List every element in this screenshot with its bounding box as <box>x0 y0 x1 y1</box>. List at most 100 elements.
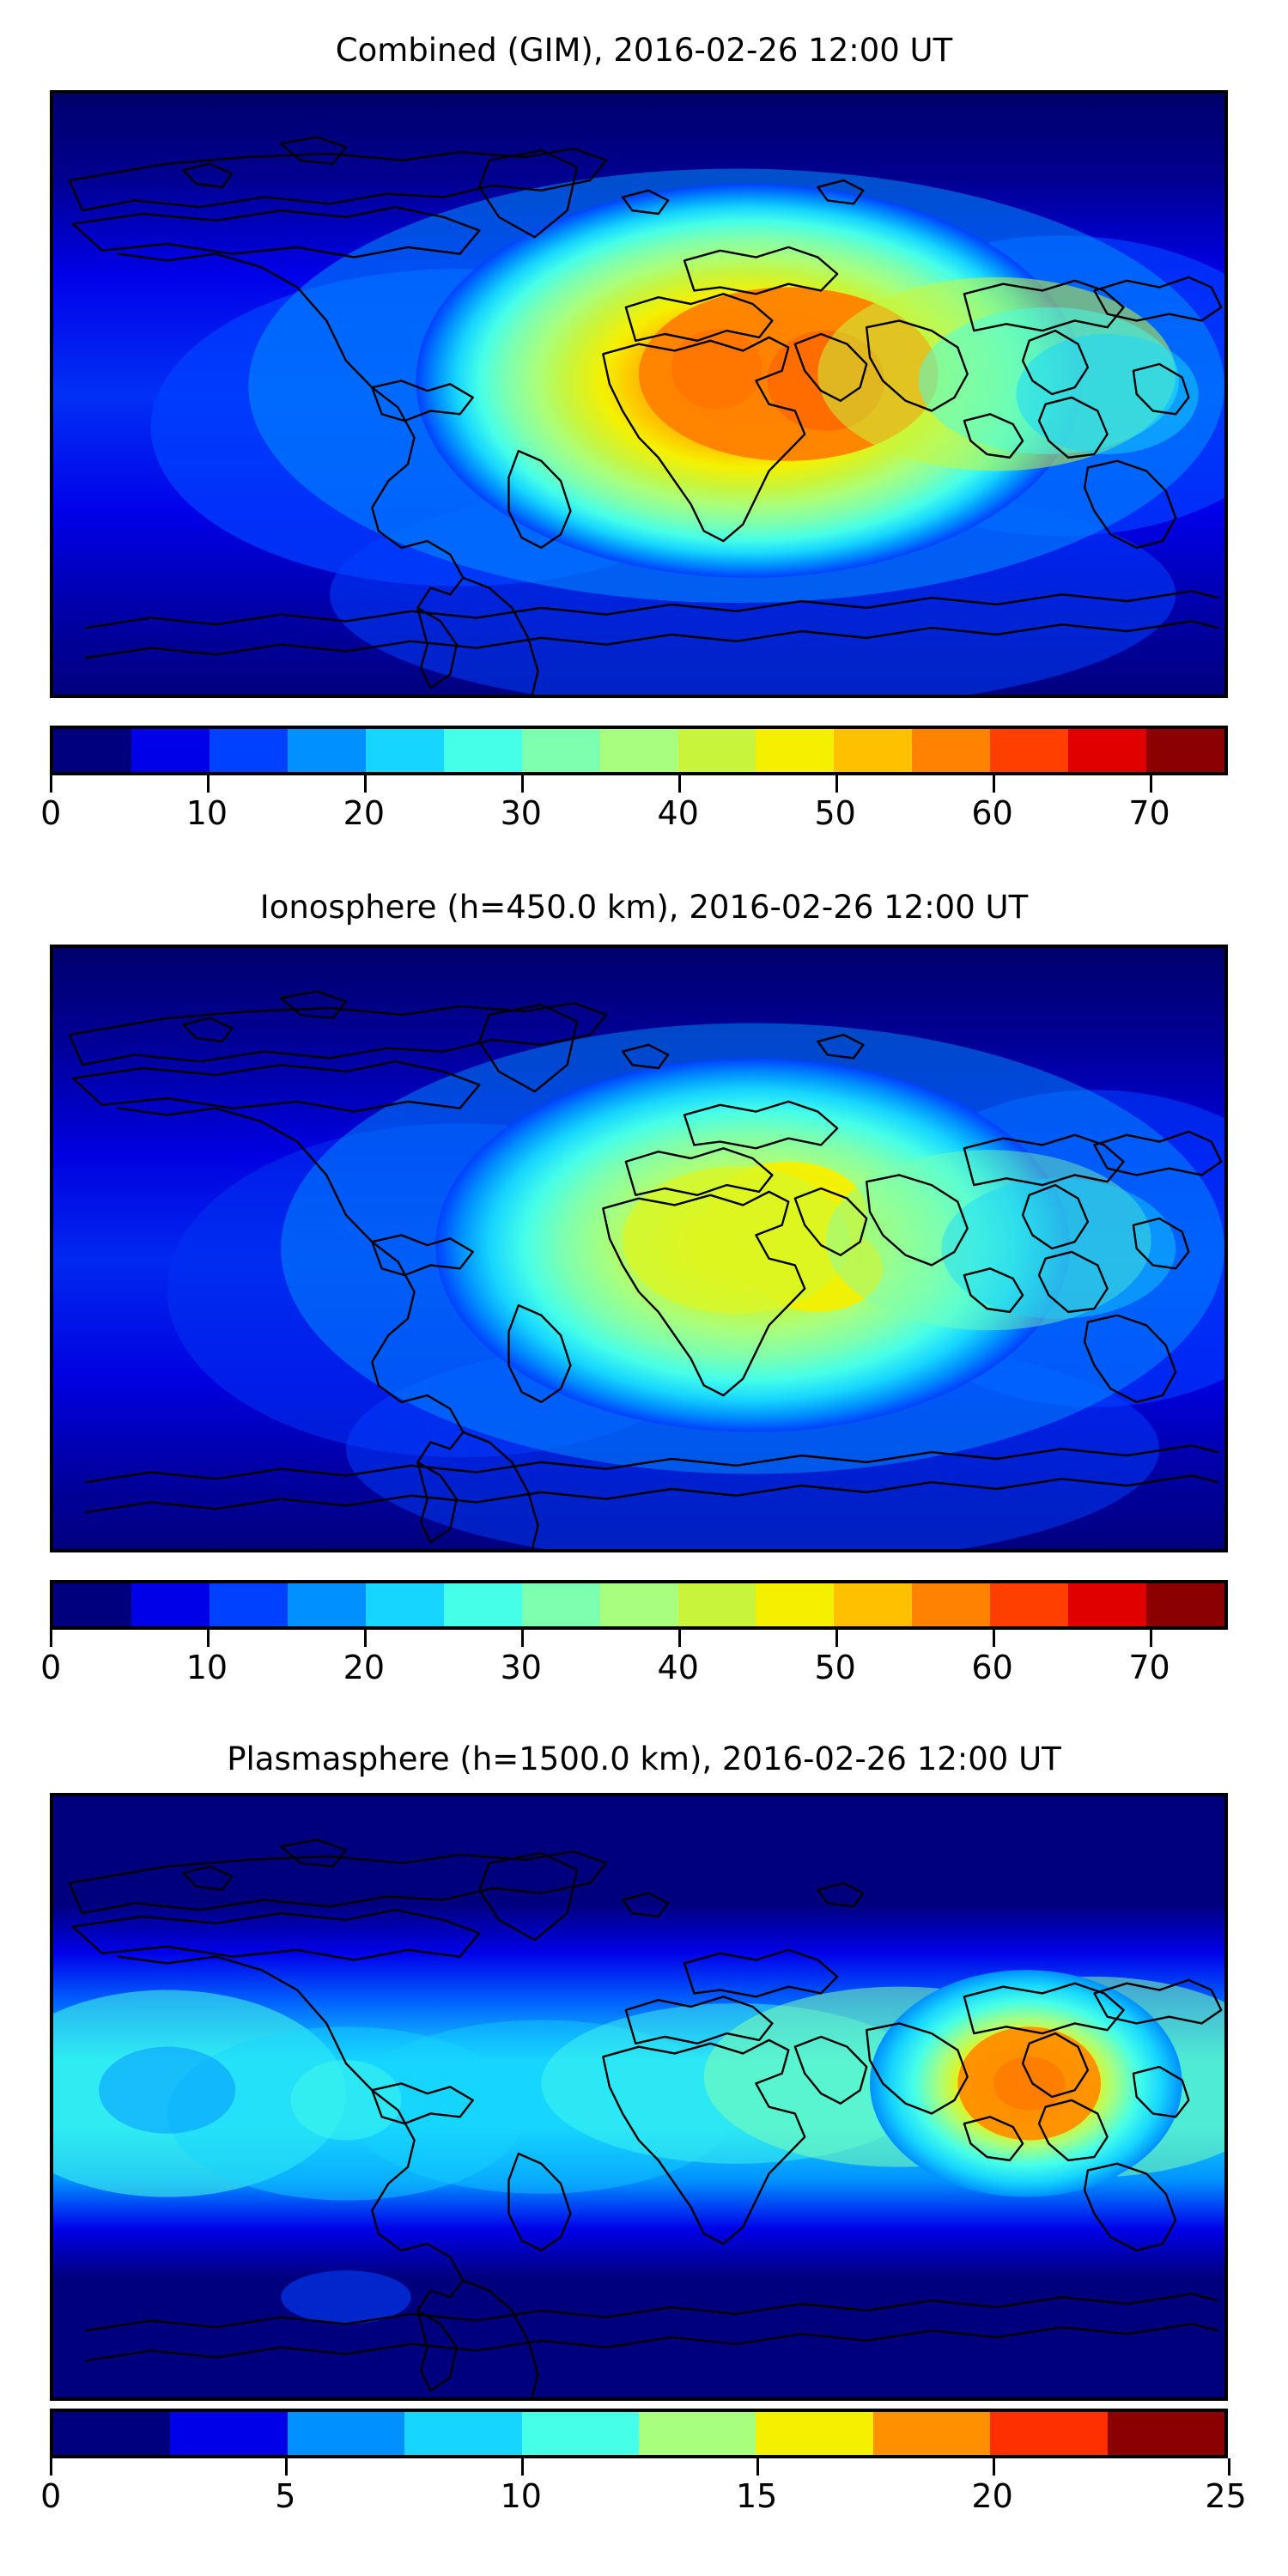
tick-label: 0 <box>40 794 62 832</box>
map-combined-gim <box>50 90 1228 698</box>
colorbar-band-2 <box>209 1583 288 1626</box>
map-ionosphere <box>50 945 1228 1552</box>
tick-mark <box>835 1630 838 1647</box>
map-frame <box>50 1793 1228 2401</box>
colorbar-band-12 <box>990 729 1069 772</box>
colorbar-band-14 <box>1146 1583 1225 1626</box>
colorbar-gradient <box>50 2409 1228 2458</box>
colorbar-band-10 <box>834 729 913 772</box>
tick-label: 0 <box>40 1649 62 1686</box>
tick-mark <box>756 2458 760 2476</box>
colorbar-band-7 <box>599 729 678 772</box>
colorbar-band-0 <box>53 729 131 772</box>
colorbar-band-7 <box>872 2412 991 2455</box>
colorbar-band-8 <box>677 729 756 772</box>
colorbar-band-3 <box>287 1583 366 1626</box>
colorbar-band-9 <box>1107 2412 1225 2455</box>
colorbar-band-2 <box>209 729 288 772</box>
tick-label: 30 <box>500 1649 542 1686</box>
coastlines <box>68 1838 1223 2397</box>
colorbar-band-5 <box>639 2412 756 2455</box>
tick-mark <box>1228 2458 1230 2476</box>
tick-label: 70 <box>1128 794 1170 832</box>
tick-mark <box>50 775 52 793</box>
panel-title-plasmasphere: Plasmasphere (h=1500.0 km), 2016-02-26 1… <box>227 1741 1061 1777</box>
colorbar-plasmasphere <box>50 2409 1228 2458</box>
tick-mark <box>520 1630 524 1647</box>
colorbar-band-6 <box>521 729 600 772</box>
coastlines <box>68 136 1223 695</box>
colorbar-ticks-ionosphere: 0 10 20 30 40 50 60 70 <box>40 1630 1228 1698</box>
colorbar-band-9 <box>756 729 835 772</box>
colorbar-band-6 <box>756 2412 873 2455</box>
tick-label: 5 <box>275 2477 296 2515</box>
colorbar-band-10 <box>834 1583 913 1626</box>
map-frame <box>50 90 1228 698</box>
colorbar-band-11 <box>912 1583 991 1626</box>
tick-mark <box>677 1630 681 1647</box>
map-plasmasphere <box>50 1793 1228 2401</box>
tick-mark <box>1149 775 1152 793</box>
tick-label: 25 <box>1205 2477 1247 2515</box>
colorbar-band-0 <box>53 1583 131 1626</box>
panel-plasmasphere: Plasmasphere (h=1500.0 km), 2016-02-26 1… <box>0 1717 1288 2576</box>
colorbar-band-6 <box>521 1583 600 1626</box>
tick-mark <box>50 1630 52 1647</box>
tick-mark <box>363 775 367 793</box>
colorbar-ionosphere <box>50 1580 1228 1630</box>
tick-mark <box>835 775 838 793</box>
tick-label: 50 <box>814 794 856 832</box>
colorbar-band-5 <box>443 1583 522 1626</box>
panel-combined-gim: Combined (GIM), 2016-02-26 12:00 UT <box>0 0 1288 859</box>
tick-label: 10 <box>185 1649 228 1686</box>
colorbar-band-13 <box>1068 1583 1147 1626</box>
map-frame <box>50 945 1228 1552</box>
tick-mark <box>520 2458 524 2476</box>
colorbar-band-14 <box>1146 729 1225 772</box>
colorbar-band-12 <box>990 1583 1069 1626</box>
colorbar-band-1 <box>170 2412 288 2455</box>
colorbar-band-4 <box>365 1583 444 1626</box>
tick-label: 40 <box>657 794 699 832</box>
tick-mark <box>206 1630 210 1647</box>
tick-mark <box>992 775 995 793</box>
tick-label: 50 <box>814 1649 856 1686</box>
tick-mark <box>520 775 524 793</box>
tick-label: 30 <box>500 794 542 832</box>
tick-label: 60 <box>971 794 1013 832</box>
colorbar-band-0 <box>53 2412 171 2455</box>
colorbar-band-11 <box>912 729 991 772</box>
tick-label: 10 <box>185 794 228 832</box>
colorbar-band-8 <box>677 1583 756 1626</box>
panel-title-combined-gim: Combined (GIM), 2016-02-26 12:00 UT <box>335 32 953 69</box>
tick-mark <box>50 2458 52 2476</box>
colorbar-band-4 <box>521 2412 640 2455</box>
colorbar-band-2 <box>287 2412 405 2455</box>
tick-mark <box>363 1630 367 1647</box>
colorbar-band-5 <box>443 729 522 772</box>
colorbar-band-9 <box>756 1583 835 1626</box>
colorbar-band-13 <box>1068 729 1147 772</box>
tick-label: 60 <box>971 1649 1013 1686</box>
tick-mark <box>677 775 681 793</box>
colorbar-band-4 <box>365 729 444 772</box>
tick-label: 20 <box>343 794 386 832</box>
tick-mark <box>992 2458 995 2476</box>
tick-label: 15 <box>736 2477 778 2515</box>
map-contours-ionosphere <box>53 948 1224 1549</box>
panel-title-ionosphere: Ionosphere (h=450.0 km), 2016-02-26 12:0… <box>259 889 1029 926</box>
colorbar-band-7 <box>599 1583 678 1626</box>
tick-label: 20 <box>343 1649 386 1686</box>
tick-label: 10 <box>500 2477 542 2515</box>
tick-mark <box>206 775 210 793</box>
tick-label: 40 <box>657 1649 699 1686</box>
map-contours-combined <box>53 94 1224 695</box>
colorbar-ticks-combined-gim: 0 10 20 30 40 50 60 70 <box>40 775 1228 844</box>
tick-label: 20 <box>971 2477 1013 2515</box>
colorbar-ticks-plasmasphere: 0 5 10 15 20 25 <box>40 2458 1247 2527</box>
colorbar-band-1 <box>131 1583 210 1626</box>
tick-mark <box>1149 1630 1152 1647</box>
tick-mark <box>285 2458 289 2476</box>
colorbar-gradient <box>50 726 1228 775</box>
